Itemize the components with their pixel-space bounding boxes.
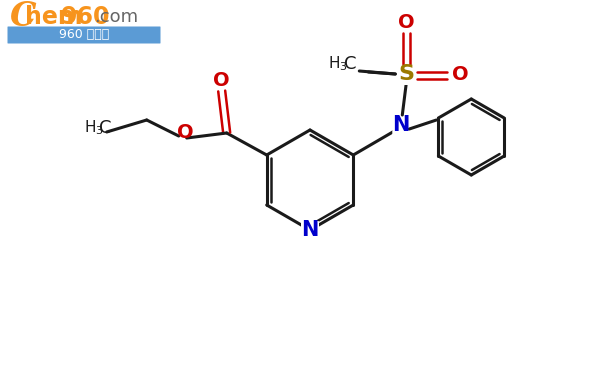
Text: O: O bbox=[398, 13, 414, 33]
Text: S: S bbox=[398, 64, 414, 84]
Text: 960: 960 bbox=[61, 5, 111, 29]
Text: C: C bbox=[99, 119, 112, 137]
Text: 960 化工网: 960 化工网 bbox=[59, 28, 109, 42]
FancyBboxPatch shape bbox=[7, 27, 160, 44]
Text: .com: .com bbox=[94, 8, 138, 26]
FancyBboxPatch shape bbox=[301, 221, 319, 239]
Text: hem: hem bbox=[25, 5, 83, 29]
Text: H: H bbox=[329, 57, 340, 72]
Text: H: H bbox=[85, 120, 96, 135]
Text: N: N bbox=[301, 220, 319, 240]
FancyBboxPatch shape bbox=[3, 5, 172, 47]
Text: O: O bbox=[177, 123, 194, 142]
Text: 3: 3 bbox=[95, 126, 102, 136]
Text: O: O bbox=[452, 66, 469, 84]
Text: C: C bbox=[10, 0, 37, 33]
Text: O: O bbox=[214, 72, 230, 90]
Text: 3: 3 bbox=[339, 62, 346, 72]
FancyBboxPatch shape bbox=[396, 65, 416, 85]
Text: C: C bbox=[344, 55, 356, 73]
FancyBboxPatch shape bbox=[392, 118, 410, 136]
Text: N: N bbox=[393, 115, 410, 135]
